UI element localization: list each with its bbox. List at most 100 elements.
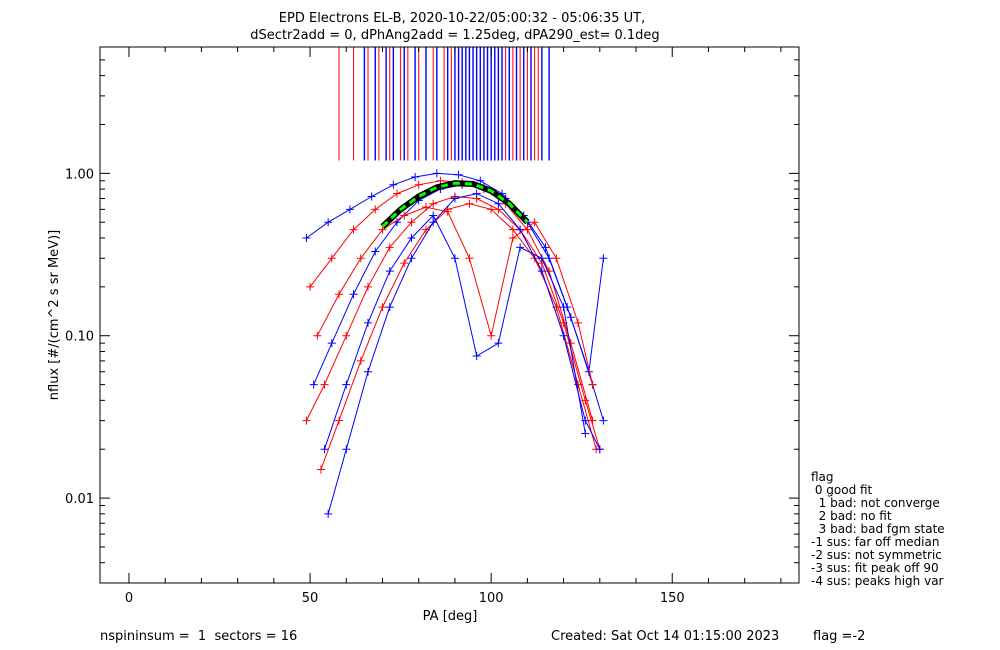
- series-line: [327, 193, 601, 514]
- data-point: [371, 205, 380, 214]
- data-point: [345, 205, 354, 214]
- legend-item: -2 sus: not symmetric: [811, 548, 942, 562]
- data-point: [472, 352, 481, 361]
- plot-frame: [99, 46, 800, 584]
- data-point: [407, 254, 416, 263]
- data-point: [385, 303, 394, 312]
- data-point: [454, 170, 463, 179]
- footer-spin-info: nspininsum = 1 sectors = 16: [100, 629, 297, 644]
- data-point: [349, 225, 358, 234]
- data-point: [595, 445, 604, 454]
- axes-layer: 0 50 100 150 0.01 0.10 1.00: [65, 46, 799, 606]
- data-point: [472, 189, 481, 198]
- data-point: [588, 380, 597, 389]
- x-axis-label: PA [deg]: [423, 609, 478, 624]
- data-point: [465, 199, 474, 208]
- data-point: [407, 233, 416, 242]
- data-point: [508, 233, 517, 242]
- data-point: [450, 254, 459, 263]
- data-point: [324, 218, 333, 227]
- data-point: [429, 199, 438, 208]
- series-line: [316, 206, 594, 385]
- x-tick-label: 50: [302, 591, 319, 606]
- fit-curve-layer: [380, 180, 530, 229]
- y-tick-label: 1.00: [65, 167, 94, 182]
- data-point: [537, 267, 546, 276]
- data-point: [378, 225, 387, 234]
- data-point: [588, 416, 597, 425]
- data-point: [364, 367, 373, 376]
- footer-created: Created: Sat Oct 14 01:15:00 2023: [551, 629, 779, 644]
- series-4: [324, 189, 604, 518]
- data-point: [574, 380, 583, 389]
- data-point: [342, 331, 351, 340]
- data-point: [574, 318, 583, 327]
- data-point: [324, 509, 333, 518]
- data-point: [450, 194, 459, 203]
- data-point: [335, 290, 344, 299]
- data-point: [494, 199, 503, 208]
- legend-item: 3 bad: bad fgm state: [811, 522, 945, 536]
- series-line: [313, 184, 604, 421]
- data-point: [385, 267, 394, 276]
- data-point: [429, 211, 438, 220]
- data-point: [407, 218, 416, 227]
- data-point: [559, 331, 568, 340]
- series-2: [309, 180, 608, 425]
- data-point: [487, 331, 496, 340]
- data-point: [581, 429, 590, 438]
- series-1: [302, 192, 604, 454]
- data-point: [306, 282, 315, 291]
- series-layer: [302, 169, 608, 518]
- data-point: [421, 203, 430, 212]
- data-point: [487, 205, 496, 214]
- data-point: [356, 356, 365, 365]
- data-point: [320, 380, 329, 389]
- data-point: [429, 218, 438, 227]
- legend-item: 0 good fit: [811, 483, 873, 497]
- data-point: [302, 233, 311, 242]
- fit-curve: [381, 181, 529, 228]
- data-point: [316, 465, 325, 474]
- y-tick-label: 0.01: [65, 492, 94, 507]
- data-point: [364, 318, 373, 327]
- data-point: [313, 331, 322, 340]
- data-point: [327, 254, 336, 263]
- data-point: [530, 218, 539, 227]
- series-line: [306, 172, 604, 372]
- data-point: [327, 339, 336, 348]
- legend: flag 0 good fit 1 bad: not converge 2 ba…: [811, 470, 945, 588]
- data-point: [465, 254, 474, 263]
- data-point: [389, 180, 398, 189]
- data-point: [364, 282, 373, 291]
- series-8: [320, 211, 590, 454]
- chart-title: EPD Electrons EL-B, 2020-10-22/05:00:32 …: [279, 11, 645, 26]
- data-point: [411, 172, 420, 181]
- data-point: [385, 243, 394, 252]
- data-point: [400, 211, 409, 220]
- data-point: [309, 380, 318, 389]
- data-point: [599, 254, 608, 263]
- series-7: [313, 203, 597, 389]
- data-point: [342, 380, 351, 389]
- legend-item: -3 sus: fit peak off 90: [811, 561, 939, 575]
- series-line: [320, 203, 597, 470]
- data-point: [432, 169, 441, 178]
- data-point: [537, 254, 546, 263]
- data-point: [335, 416, 344, 425]
- data-point: [356, 254, 365, 263]
- data-point: [392, 189, 401, 198]
- data-point: [516, 243, 525, 252]
- series-3: [316, 199, 601, 474]
- spikes-layer: [338, 47, 550, 161]
- data-point: [541, 243, 550, 252]
- legend-title: flag: [811, 470, 834, 484]
- y-tick-label: 0.10: [65, 330, 94, 345]
- x-tick-label: 100: [479, 591, 504, 606]
- data-point: [378, 303, 387, 312]
- data-point: [599, 416, 608, 425]
- data-point: [414, 180, 423, 189]
- data-point: [367, 192, 376, 201]
- data-point: [476, 176, 485, 185]
